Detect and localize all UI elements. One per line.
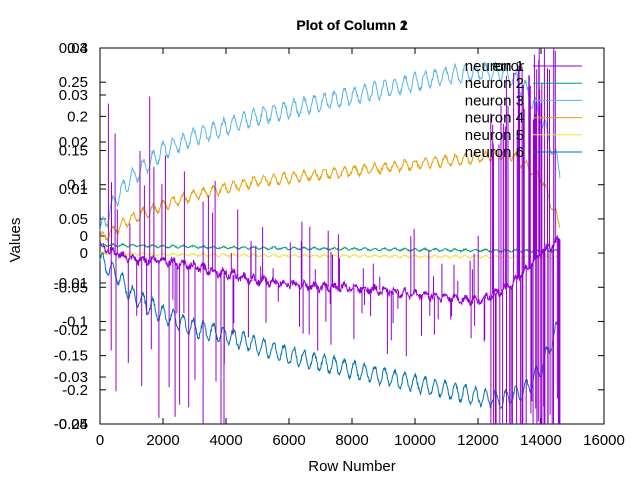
legend-label: neuron 1 bbox=[465, 58, 524, 75]
series-line-neuron-4 bbox=[99, 148, 560, 243]
y-tick-label-secondary: -0.02 bbox=[54, 322, 88, 339]
y-tick-label: 0.25 bbox=[59, 74, 88, 91]
x-tick-label: 8000 bbox=[335, 432, 368, 449]
series-line-neuron-2 bbox=[99, 242, 560, 254]
y-tick-label-secondary: 0.04 bbox=[59, 40, 88, 57]
x-tick-label: 12000 bbox=[457, 432, 499, 449]
y-tick-label: -0.1 bbox=[62, 313, 88, 330]
x-tick-label: 14000 bbox=[520, 432, 562, 449]
y-tick-label-secondary: 0.02 bbox=[59, 134, 88, 151]
y-tick-label: 0.15 bbox=[59, 143, 88, 160]
chart-title-secondary: Plot of Column 1 bbox=[296, 17, 407, 33]
y-tick-label-secondary: 0.01 bbox=[59, 181, 88, 198]
series-line-neuron-5 bbox=[99, 250, 561, 260]
legend-label: neuron 6 bbox=[465, 144, 524, 161]
y-axis-label: Values bbox=[7, 218, 24, 263]
y-tick-label-secondary: 0.03 bbox=[59, 87, 88, 104]
y-tick-label: 0.05 bbox=[59, 211, 88, 228]
y-tick-label: -0.05 bbox=[54, 279, 88, 296]
series-line-neuron-6 bbox=[99, 252, 561, 409]
y-tick-label-secondary: -0.04 bbox=[54, 416, 88, 433]
x-tick-label: 16000 bbox=[583, 432, 625, 449]
tick-labels: 0 2000 4000 6000 8000 10000 12000 14000 16000 -0.… bbox=[54, 40, 625, 449]
y-tick-label-secondary: 0 bbox=[80, 228, 88, 245]
legend-label-secondary: error bbox=[492, 58, 524, 75]
series-spikes-neuron-1 bbox=[107, 48, 561, 424]
tick-marks bbox=[99, 47, 605, 425]
x-tick-label: 0 bbox=[96, 432, 104, 449]
chart-title: Plot of Column 2 bbox=[296, 17, 407, 33]
x-tick-label: 4000 bbox=[209, 432, 242, 449]
legend-label: neuron 4 bbox=[465, 110, 524, 127]
legend-label: neuron 5 bbox=[465, 127, 524, 144]
y-tick-label-secondary: -0.01 bbox=[54, 275, 88, 292]
y-tick-label: 0.1 bbox=[67, 177, 88, 194]
y-tick-label: -0.15 bbox=[54, 348, 88, 365]
y-tick-label: 0.3 bbox=[67, 40, 88, 57]
y-tick-label: -0.25 bbox=[54, 416, 88, 433]
series-line-neuron-3 bbox=[99, 60, 561, 232]
legend-label: neuron 3 bbox=[465, 92, 524, 109]
x-tick-label: 6000 bbox=[272, 432, 305, 449]
series-spikes bbox=[107, 48, 561, 424]
y-tick-label: 0.2 bbox=[67, 108, 88, 125]
y-tick-label: -0.2 bbox=[62, 382, 88, 399]
x-tick-label: 2000 bbox=[146, 432, 179, 449]
y-tick-label: 0 bbox=[80, 245, 88, 262]
legend-label: neuron 2 bbox=[465, 75, 524, 92]
x-axis-label: Row Number bbox=[308, 458, 396, 475]
y-tick-label-secondary: -0.03 bbox=[54, 369, 88, 386]
x-tick-label: 10000 bbox=[394, 432, 436, 449]
